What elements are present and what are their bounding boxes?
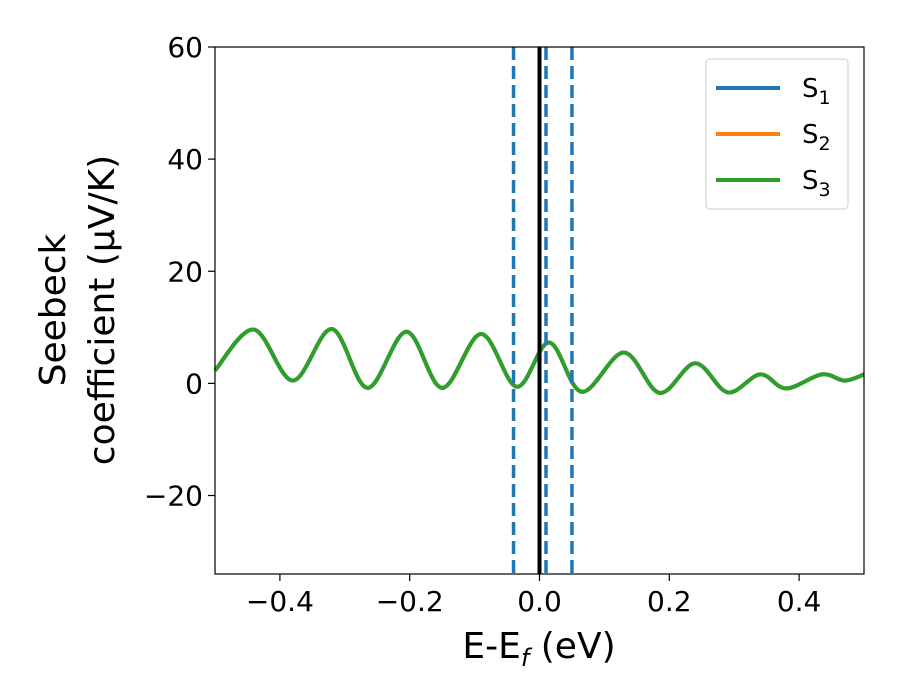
series-line-s3: [213, 327, 865, 395]
y-tick-label: 0: [185, 367, 203, 400]
x-axis-label-unit: (eV): [529, 626, 615, 667]
x-axis-label-main: E-E: [462, 626, 520, 667]
x-tick-label: −0.2: [376, 585, 444, 618]
y-axis-label-line1: Seebeck: [33, 233, 74, 386]
y-axis-label-line2: coefficient (μV/K): [82, 155, 123, 465]
y-tick-label: 20: [167, 255, 203, 288]
y-tick-label: 60: [167, 31, 203, 64]
legend-label-s2: S2: [802, 120, 831, 155]
x-tick-label: −0.4: [246, 585, 314, 618]
legend-label-s1: S1: [802, 74, 831, 109]
legend: S1 S2 S3: [705, 58, 849, 210]
series-layer: [213, 327, 865, 395]
x-axis-label: E-Ef (eV): [462, 626, 615, 672]
x-tick-label: 0.2: [647, 585, 692, 618]
legend-label-s3: S3: [802, 166, 831, 201]
x-tick-label: 0.4: [777, 585, 822, 618]
x-axis-ticks: −0.4 −0.2 0.0 0.2 0.4: [246, 574, 821, 618]
y-tick-label: 40: [167, 143, 203, 176]
reference-lines: [511, 47, 574, 574]
legend-items: S1 S2 S3: [716, 74, 831, 201]
y-tick-label: −20: [144, 480, 203, 513]
x-tick-label: 0.0: [517, 585, 562, 618]
y-axis-ticks: −20 0 20 40 60: [144, 31, 215, 513]
